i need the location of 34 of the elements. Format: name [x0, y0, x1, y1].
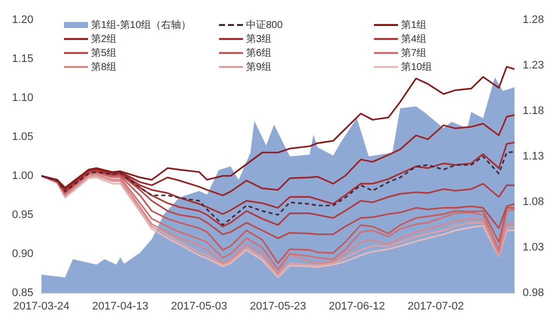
y2-tick-label: 1.03 [522, 241, 544, 254]
y2-tick-label: 1.23 [522, 60, 544, 72]
y-tick-label: 0.90 [12, 248, 34, 260]
y2-tick-label: 1.18 [522, 104, 544, 117]
y-tick-label: 1.05 [12, 130, 34, 143]
x-tick-label: 2017-05-03 [170, 300, 228, 312]
legend-label: 第8组 [91, 61, 117, 74]
legend-label: 中证800 [246, 18, 283, 32]
legend-label: 第1组 [401, 19, 427, 32]
y2-tick-label: 1.13 [522, 150, 544, 162]
y-tick-label: 1.15 [12, 53, 34, 66]
y2-tick-label: 0.98 [522, 286, 544, 299]
legend-label: 第2组 [91, 33, 117, 46]
legend-label: 第6组 [246, 47, 272, 60]
y-tick-label: 1.20 [12, 14, 34, 26]
y-tick-label: 1.00 [12, 170, 34, 182]
y-tick-label: 0.85 [12, 286, 34, 299]
x-tick-label: 2017-06-12 [328, 300, 386, 312]
legend-label: 第4组 [401, 33, 427, 46]
x-tick-label: 2017-03-24 [13, 300, 70, 312]
y2-tick-label: 1.28 [522, 14, 544, 26]
legend-label: 第10组 [401, 61, 432, 74]
y-tick-label: 1.10 [12, 92, 34, 104]
x-tick-label: 2017-05-23 [250, 300, 306, 312]
legend-label: 第5组 [91, 47, 117, 60]
x-tick-label: 2017-07-02 [408, 300, 464, 312]
x-tick-label: 2017-04-13 [92, 300, 148, 312]
y-tick-label: 0.95 [12, 208, 34, 221]
legend-label: 第1组-第10组（右轴） [91, 18, 192, 32]
y2-tick-label: 1.08 [522, 196, 544, 208]
legend-label: 第3组 [246, 33, 272, 46]
legend-label: 第7组 [401, 47, 427, 60]
line-series [41, 150, 515, 226]
legend-label: 第9组 [246, 61, 272, 74]
